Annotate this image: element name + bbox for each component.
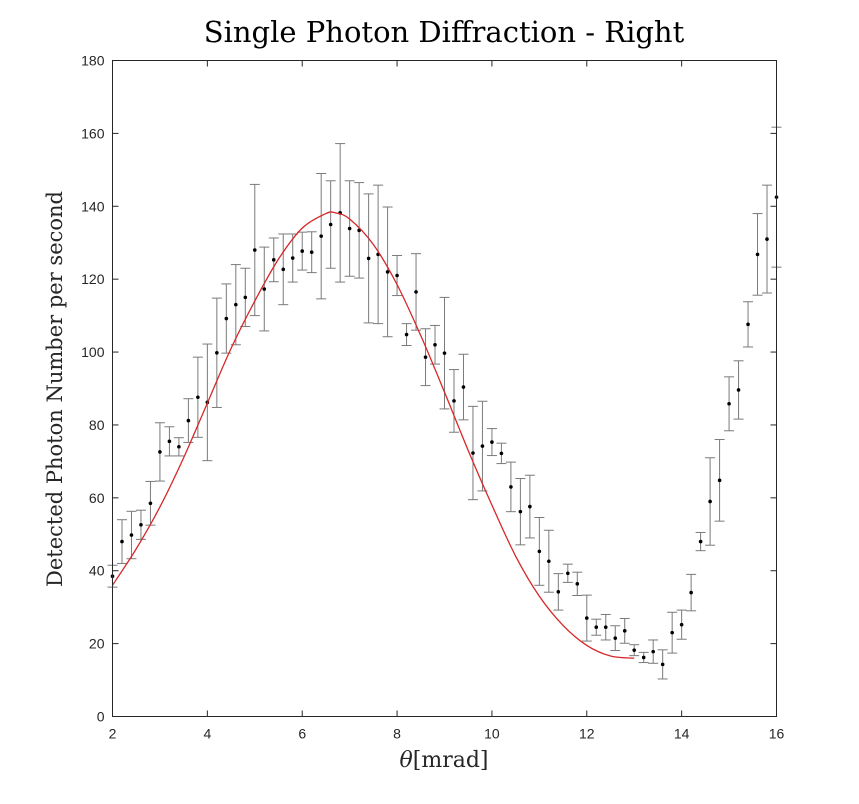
x-axis-label-unit: [mrad]: [413, 748, 489, 773]
y-tick-label: 40: [89, 563, 105, 579]
data-point: [603, 625, 608, 630]
data-point: [641, 655, 646, 660]
data-point: [186, 418, 191, 423]
data-point: [281, 267, 286, 272]
data-point: [414, 290, 418, 294]
data-point: [300, 249, 305, 253]
data-point: [471, 451, 475, 455]
x-tick-label: 4: [203, 726, 211, 742]
data-point: [584, 616, 589, 620]
data-point: [528, 504, 532, 509]
data-point: [755, 252, 760, 257]
data-point: [708, 499, 712, 504]
x-tick-label: 14: [674, 726, 690, 742]
data-point: [717, 478, 722, 483]
y-tick-label: 0: [97, 709, 105, 725]
data-point: [547, 559, 551, 564]
x-tick-label: 10: [484, 726, 500, 742]
y-tick-label: 120: [81, 271, 105, 287]
data-point: [670, 630, 674, 635]
data-point: [566, 571, 570, 576]
data-point: [490, 440, 494, 444]
data-point: [215, 350, 219, 355]
data-point: [613, 636, 618, 640]
data-point: [452, 399, 456, 403]
data-point: [404, 332, 409, 337]
fit-curve: [111, 211, 635, 659]
x-tick-label: 12: [579, 726, 595, 742]
data-point: [252, 248, 257, 252]
data-point: [689, 590, 693, 595]
data-point: [148, 501, 153, 506]
y-tick-label: 180: [81, 53, 105, 69]
y-tick-label: 160: [81, 125, 105, 141]
data-point: [347, 226, 352, 231]
data-point: [632, 648, 637, 652]
data-point: [679, 622, 684, 627]
y-tick-label: 140: [81, 198, 105, 214]
y-tick-label: 20: [89, 636, 105, 652]
data-point: [433, 342, 437, 347]
data-point: [556, 590, 561, 594]
data-point: [537, 549, 542, 554]
data-point: [262, 287, 267, 291]
data-point: [651, 649, 655, 654]
y-tick-label: 60: [89, 490, 105, 506]
data-point: [698, 539, 703, 544]
plot-frame: [112, 60, 777, 717]
data-point: [575, 582, 580, 586]
x-tick-label: 8: [393, 726, 401, 742]
chart-title: Single Photon Diffraction - Right: [204, 15, 685, 49]
data-point: [290, 256, 295, 260]
y-tick-label: 100: [81, 344, 105, 360]
data-point: [461, 385, 466, 389]
data-point: [727, 402, 731, 406]
data-point: [243, 295, 248, 300]
data-point: [736, 388, 741, 392]
data-point: [328, 222, 333, 227]
data-point: [309, 250, 314, 254]
data-point: [395, 273, 399, 278]
x-axis-label-symbol: θ: [400, 748, 413, 773]
data-point: [594, 625, 599, 630]
data-point: [177, 445, 181, 449]
data-point: [442, 351, 447, 355]
data-point: [271, 258, 276, 262]
data-point: [167, 439, 172, 444]
data-point: [746, 322, 750, 327]
y-axis-label: Detected Photon Number per second: [43, 191, 67, 587]
data-point: [509, 485, 513, 489]
data-point: [196, 395, 200, 400]
data-point: [499, 451, 504, 456]
x-tick-label: 16: [769, 726, 785, 742]
data-point: [385, 270, 390, 274]
x-axis-label: θ[mrad]: [400, 748, 489, 773]
data-point: [234, 302, 238, 307]
data-point: [366, 256, 371, 261]
data-point: [518, 509, 523, 514]
x-tick-label: 6: [298, 726, 306, 742]
data-point: [120, 539, 124, 544]
data-points: [110, 195, 779, 667]
data-point: [423, 355, 428, 359]
y-tick-label: 80: [89, 417, 105, 433]
data-point: [660, 662, 665, 667]
data-point: [139, 523, 143, 527]
data-point: [129, 533, 134, 537]
data-point: [622, 629, 627, 633]
data-point: [224, 316, 229, 321]
data-point: [480, 444, 485, 448]
data-point: [319, 234, 323, 238]
x-tick-label: 2: [109, 726, 117, 742]
data-point: [158, 450, 162, 454]
data-point: [765, 237, 769, 241]
